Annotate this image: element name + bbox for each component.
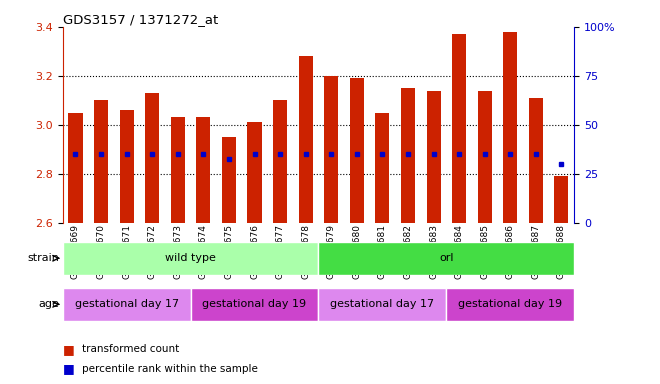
- Bar: [119, 110, 134, 223]
- Bar: [298, 56, 313, 223]
- Bar: [554, 176, 568, 223]
- Bar: [376, 113, 389, 223]
- Bar: [529, 98, 543, 223]
- Bar: [63, 242, 319, 275]
- Text: gestational day 19: gestational day 19: [203, 299, 307, 310]
- Bar: [319, 288, 446, 321]
- Bar: [452, 34, 466, 223]
- Bar: [446, 288, 574, 321]
- Bar: [478, 91, 492, 223]
- Bar: [248, 122, 261, 223]
- Bar: [63, 288, 191, 321]
- Text: ■: ■: [63, 343, 75, 356]
- Text: strain: strain: [28, 253, 59, 263]
- Text: gestational day 17: gestational day 17: [330, 299, 434, 310]
- Text: gestational day 19: gestational day 19: [458, 299, 562, 310]
- Text: orl: orl: [439, 253, 453, 263]
- Bar: [145, 93, 159, 223]
- Bar: [196, 118, 211, 223]
- Bar: [69, 113, 82, 223]
- Bar: [191, 288, 319, 321]
- Bar: [324, 76, 339, 223]
- Bar: [319, 242, 574, 275]
- Text: gestational day 17: gestational day 17: [75, 299, 179, 310]
- Text: wild type: wild type: [165, 253, 216, 263]
- Bar: [350, 78, 364, 223]
- Bar: [273, 100, 287, 223]
- Bar: [503, 32, 517, 223]
- Text: transformed count: transformed count: [82, 344, 180, 354]
- Text: GDS3157 / 1371272_at: GDS3157 / 1371272_at: [63, 13, 218, 26]
- Bar: [171, 118, 185, 223]
- Text: age: age: [38, 299, 59, 310]
- Bar: [94, 100, 108, 223]
- Text: percentile rank within the sample: percentile rank within the sample: [82, 364, 258, 374]
- Text: ■: ■: [63, 362, 75, 375]
- Bar: [222, 137, 236, 223]
- Bar: [401, 88, 415, 223]
- Bar: [426, 91, 441, 223]
